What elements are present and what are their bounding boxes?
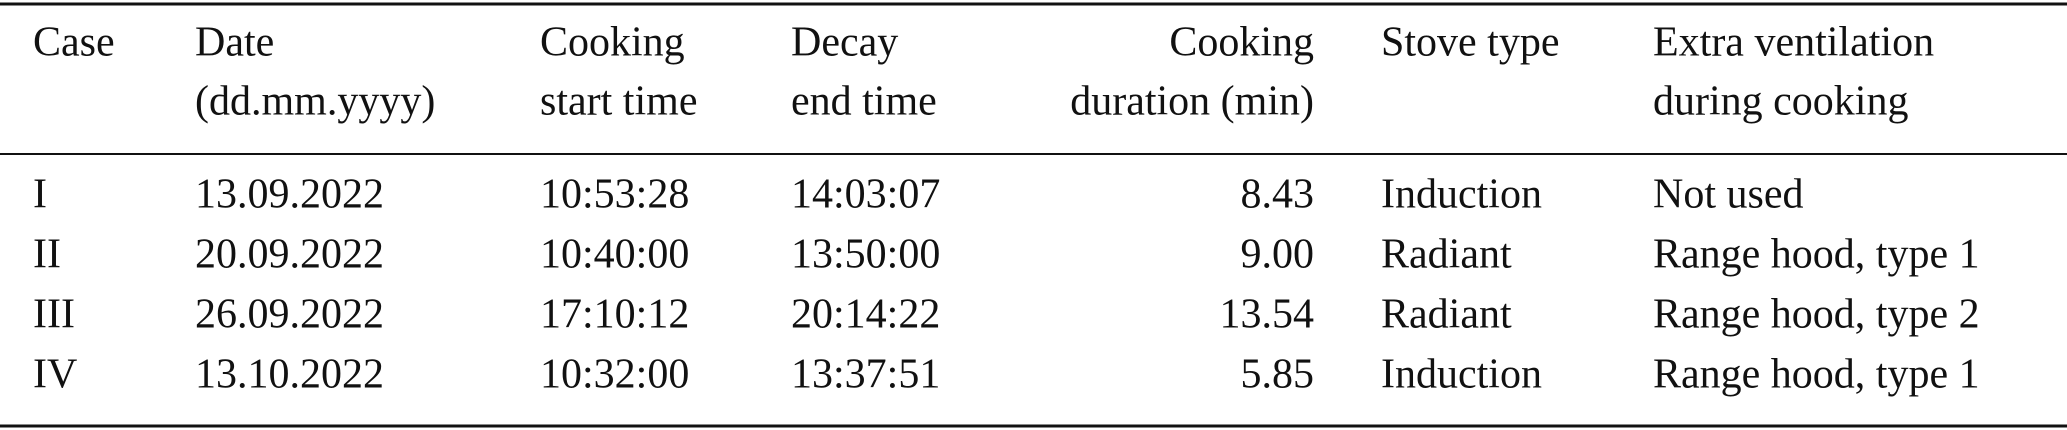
header-cell: Date — [195, 20, 274, 66]
cell: Range hood, type 2 — [1653, 292, 1980, 338]
cell: IV — [33, 352, 77, 398]
header-cell: Cooking — [1169, 20, 1314, 66]
cell: 10:53:28 — [540, 172, 689, 218]
cell: 9.00 — [1241, 232, 1315, 278]
cell: 20.09.2022 — [195, 232, 384, 278]
cell: 10:32:00 — [540, 352, 689, 398]
cell: 13:37:51 — [791, 352, 940, 398]
header-cell: start time — [540, 79, 697, 125]
cell: Radiant — [1381, 292, 1512, 338]
cell: 5.85 — [1241, 352, 1315, 398]
header-cell: Stove type — [1381, 20, 1559, 66]
cell: 10:40:00 — [540, 232, 689, 278]
header-cell: duration (min) — [1070, 79, 1314, 125]
cell: Radiant — [1381, 232, 1512, 278]
header-cell: Case — [33, 20, 115, 66]
cell: I — [33, 172, 47, 218]
header-cell: Extra ventilation — [1653, 20, 1934, 66]
header-cell: Cooking — [540, 20, 685, 66]
cell: 8.43 — [1241, 172, 1315, 218]
cell: 13.09.2022 — [195, 172, 384, 218]
cell: III — [33, 292, 75, 338]
cell: 13:50:00 — [791, 232, 940, 278]
cell: Range hood, type 1 — [1653, 352, 1980, 398]
cell: 20:14:22 — [791, 292, 940, 338]
cell: Range hood, type 1 — [1653, 232, 1980, 278]
header-cell: during cooking — [1653, 79, 1908, 125]
header-cell: Decay — [791, 20, 898, 66]
cell: 14:03:07 — [791, 172, 940, 218]
cell: II — [33, 232, 61, 278]
cell: 26.09.2022 — [195, 292, 384, 338]
cell: 13.54 — [1220, 292, 1315, 338]
cell: Not used — [1653, 172, 1804, 218]
cell: 17:10:12 — [540, 292, 689, 338]
header-cell: (dd.mm.yyyy) — [195, 79, 435, 125]
cell: Induction — [1381, 172, 1542, 218]
header-cell: end time — [791, 79, 937, 125]
cell: 13.10.2022 — [195, 352, 384, 398]
cell: Induction — [1381, 352, 1542, 398]
